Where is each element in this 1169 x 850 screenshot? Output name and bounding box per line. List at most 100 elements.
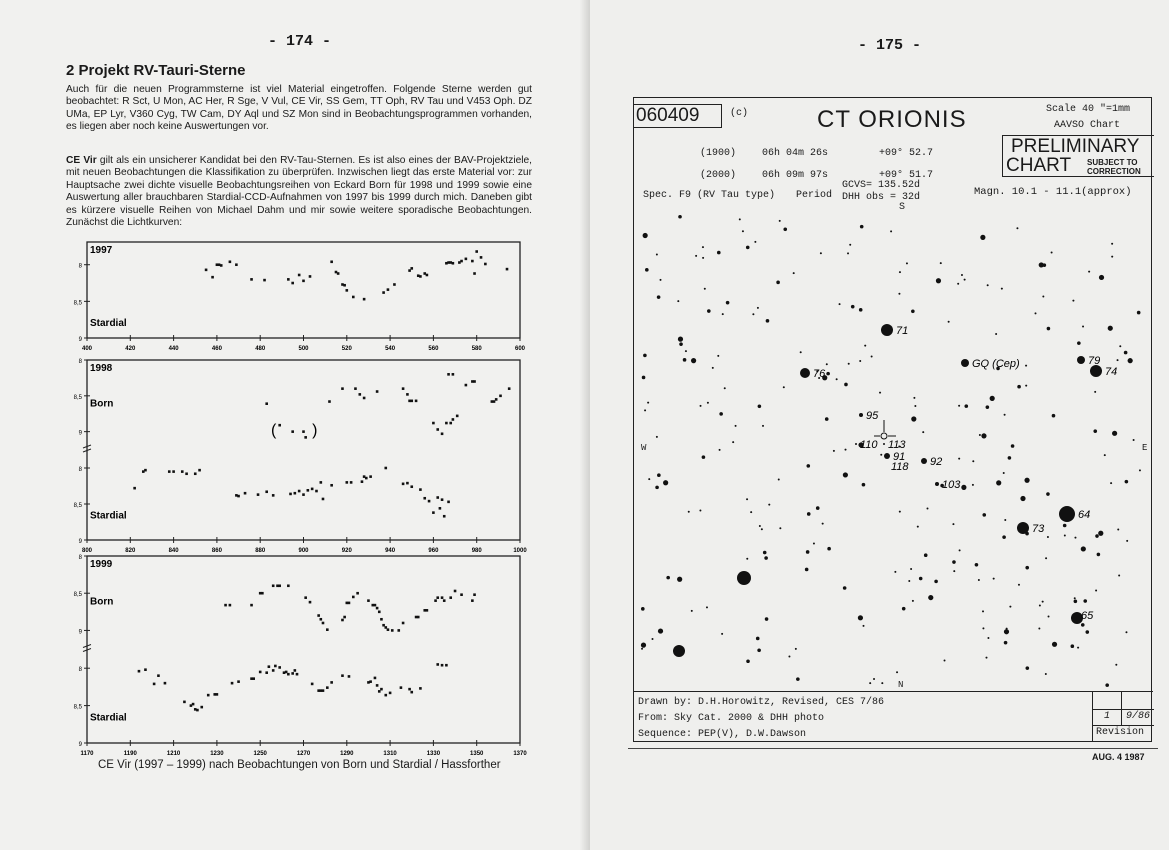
field-star — [677, 576, 683, 582]
data-point — [410, 485, 414, 489]
field-star — [641, 647, 644, 650]
y-tick-label: 9 — [79, 337, 83, 343]
panel-title: 1998 — [90, 363, 113, 374]
field-star — [1088, 270, 1091, 273]
data-point — [464, 383, 468, 387]
field-star — [985, 656, 988, 659]
data-point — [384, 466, 388, 470]
comparison-star — [1059, 506, 1075, 522]
data-point — [274, 664, 277, 668]
data-point — [447, 261, 450, 264]
field-star — [1110, 482, 1113, 485]
field-star — [943, 659, 946, 662]
field-star — [812, 542, 815, 545]
data-point — [276, 584, 279, 588]
field-star — [881, 682, 884, 685]
data-point — [291, 281, 294, 285]
field-star — [1062, 523, 1067, 528]
data-point — [185, 472, 188, 476]
field-star — [657, 473, 661, 478]
data-point — [258, 670, 262, 674]
field-star — [958, 549, 961, 552]
data-point — [475, 250, 478, 253]
data-point — [193, 708, 197, 711]
data-point — [419, 488, 422, 491]
data-point — [399, 686, 403, 689]
comparison-star — [855, 443, 857, 445]
field-star — [679, 342, 683, 346]
field-star — [1025, 364, 1028, 367]
data-point — [347, 675, 351, 678]
data-point — [230, 681, 234, 685]
field-star — [996, 366, 1000, 371]
field-star — [1126, 539, 1129, 542]
data-point — [375, 684, 379, 687]
field-star — [859, 224, 864, 229]
data-point — [473, 593, 476, 597]
field-star — [996, 480, 1002, 486]
data-point — [388, 691, 392, 695]
x-tick-label: 500 — [298, 346, 309, 352]
data-point — [334, 270, 338, 274]
data-point — [367, 599, 370, 602]
data-point — [271, 584, 275, 588]
revision-number: 1 — [1104, 711, 1111, 722]
data-point — [228, 603, 232, 607]
field-star — [835, 378, 838, 381]
data-point — [410, 690, 414, 694]
comparison-star-label: 79 — [1088, 355, 1100, 367]
field-star — [922, 431, 925, 434]
data-point — [410, 267, 414, 270]
data-point — [157, 674, 160, 677]
data-point — [204, 268, 208, 272]
field-star — [982, 513, 987, 517]
comparison-star — [884, 453, 890, 459]
data-point — [436, 596, 440, 599]
data-point — [425, 609, 429, 612]
field-star — [1138, 469, 1141, 472]
field-star — [1007, 456, 1012, 460]
data-point — [341, 283, 344, 286]
data-point — [494, 398, 498, 401]
y-tick-label: 8 — [79, 467, 83, 473]
data-point — [440, 432, 444, 436]
data-point — [453, 589, 457, 593]
field-star — [880, 453, 883, 456]
star-title: CT ORIONIS — [817, 106, 967, 133]
series-label: Stardial — [90, 510, 127, 521]
data-point — [345, 289, 349, 292]
data-point — [319, 689, 323, 692]
field-star — [1010, 444, 1015, 448]
field-star — [738, 218, 741, 221]
field-star — [1034, 312, 1037, 315]
data-point — [265, 490, 268, 494]
field-star — [1080, 623, 1085, 627]
data-point — [419, 275, 422, 278]
gcvs-period: GCVS= 135.52d — [842, 180, 921, 191]
field-star — [934, 579, 938, 584]
field-star — [960, 273, 963, 276]
x-tick-label: 520 — [342, 346, 353, 352]
field-star — [1098, 274, 1105, 281]
field-star — [850, 304, 855, 309]
data-point — [382, 291, 385, 294]
data-point — [371, 603, 375, 607]
sequence: Sequence: PEP(V), D.W.Dawson — [638, 729, 807, 740]
field-star — [816, 370, 819, 373]
data-point — [133, 486, 136, 490]
field-star — [896, 671, 899, 674]
bracketed-data-point — [304, 436, 307, 439]
field-star — [1009, 605, 1012, 608]
data-point — [235, 494, 238, 497]
field-star — [947, 320, 950, 323]
field-star — [805, 550, 810, 554]
data-point — [302, 279, 305, 283]
field-star — [699, 404, 702, 407]
y-tick-label: 8 — [79, 667, 83, 673]
data-point — [293, 669, 297, 672]
copyright: (c) — [730, 108, 749, 119]
data-point — [390, 629, 394, 632]
spectral-type: Spec. F9 (RV Tau type) — [643, 190, 776, 201]
data-point — [492, 400, 496, 403]
